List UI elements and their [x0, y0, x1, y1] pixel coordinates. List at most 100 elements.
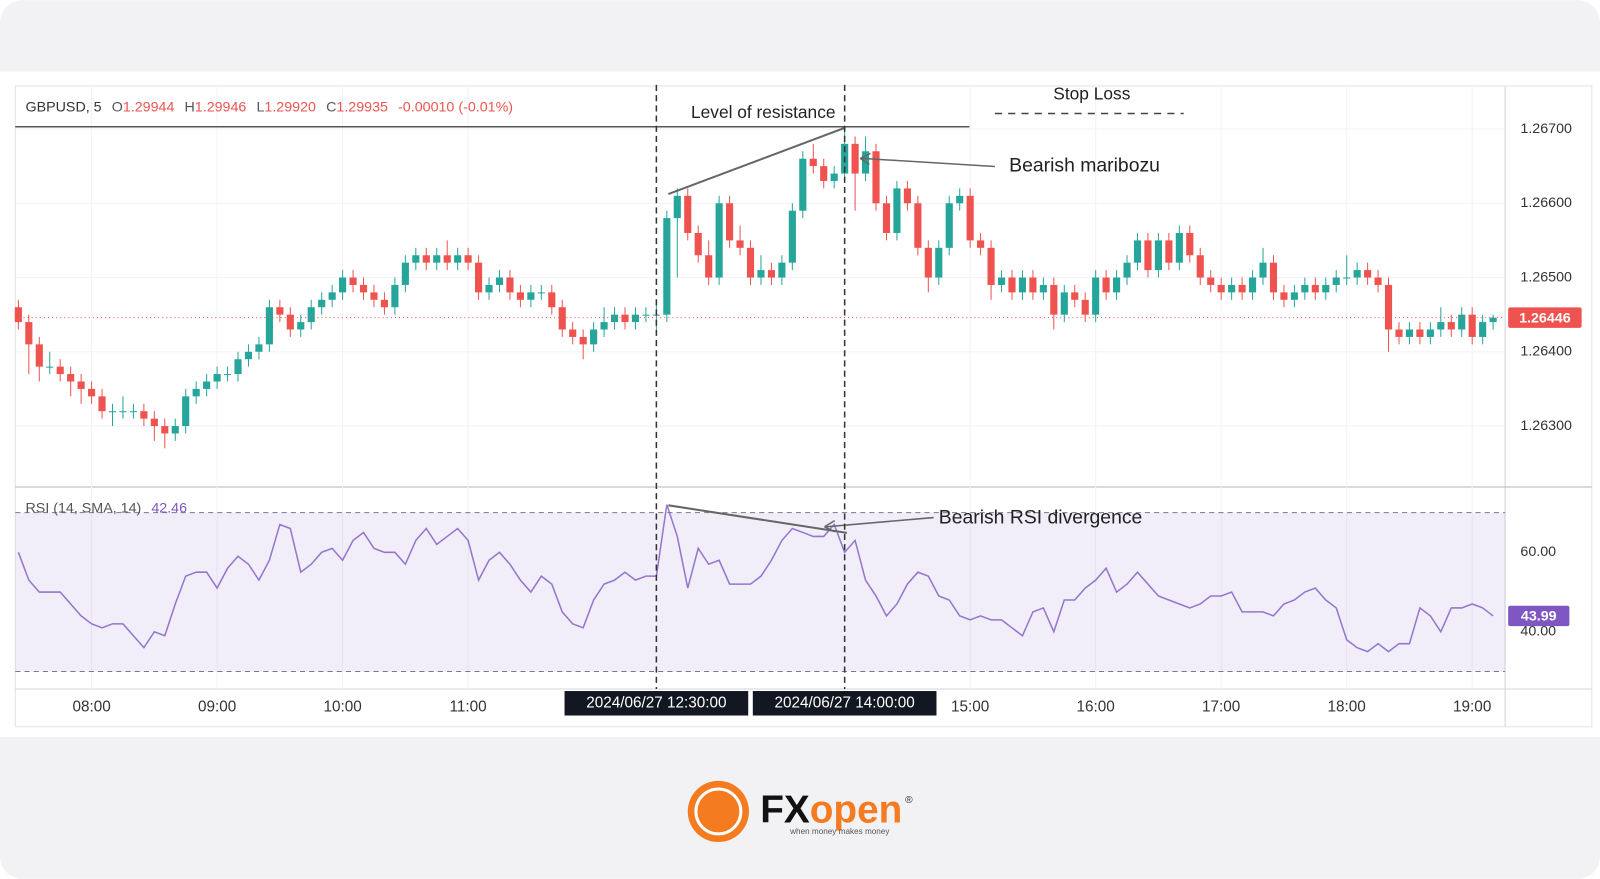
- x-tick-label: 10:00: [323, 698, 361, 715]
- candle-body: [600, 322, 608, 330]
- candle-body: [464, 255, 472, 263]
- candle-body: [108, 411, 117, 413]
- candle-body: [318, 299, 326, 308]
- candle-body: [1458, 314, 1466, 330]
- candle-body: [433, 255, 441, 263]
- pattern-label: Bearish maribozu: [1009, 155, 1160, 177]
- candle-body: [1081, 299, 1089, 315]
- candle-body: [705, 255, 713, 278]
- ohlc-value: 1.29946: [195, 99, 247, 115]
- crosshair-time-box: [752, 691, 937, 716]
- candle-body: [265, 307, 273, 345]
- crosshair-time-label: 2024/06/27 12:30:00: [586, 694, 726, 711]
- candle-body: [35, 344, 43, 367]
- rsi-divergence-arrowhead: [824, 519, 836, 533]
- candle-body: [956, 195, 964, 204]
- candle-body: [244, 351, 253, 360]
- ohlc-key: L: [256, 99, 264, 115]
- x-tick-label: 15:00: [951, 698, 989, 715]
- candle-body: [851, 143, 859, 174]
- candle-body: [590, 329, 598, 345]
- candle-body: [1311, 284, 1319, 293]
- crosshair-time-box: [564, 691, 749, 716]
- candle-body: [1374, 277, 1382, 285]
- candle-body: [1029, 277, 1037, 293]
- candle-body: [1343, 277, 1351, 279]
- candle-body: [1395, 329, 1403, 337]
- candle-body: [694, 232, 702, 256]
- candle-body: [129, 411, 137, 413]
- candle-body: [757, 270, 765, 278]
- candle-body: [14, 307, 22, 323]
- candle-body: [663, 218, 671, 315]
- candle-body: [1217, 284, 1225, 293]
- candle-body: [150, 418, 158, 427]
- candle-body: [1280, 292, 1288, 300]
- candle-body: [1123, 262, 1131, 278]
- candle-body: [1238, 284, 1246, 293]
- candle-body: [924, 247, 932, 278]
- y-tick-label: 1.26300: [1520, 418, 1572, 434]
- candle-body: [1071, 292, 1079, 300]
- candle-body: [558, 307, 566, 330]
- candle-body: [119, 411, 127, 413]
- symbol: GBPUSD, 5: [26, 99, 102, 115]
- candle-body: [1175, 232, 1183, 263]
- candle-body: [276, 307, 284, 315]
- candle-body: [642, 314, 650, 316]
- candle-body: [1133, 240, 1142, 263]
- ohlc-legend: GBPUSD, 5 O1.29944 H1.29946 L1.29920 C1.…: [26, 99, 514, 115]
- candle-body: [422, 255, 430, 263]
- candle-body: [213, 374, 221, 382]
- ohlc-key: O: [112, 99, 123, 115]
- ohlc-value: 1.29944: [123, 99, 175, 115]
- candle-body: [234, 359, 242, 375]
- candle-body: [1248, 277, 1257, 293]
- stop-loss-label: Stop Loss: [1053, 84, 1130, 104]
- candle-body: [339, 277, 347, 293]
- pattern-arrowhead: [859, 152, 871, 166]
- candle-body: [746, 247, 755, 278]
- candle-body: [987, 247, 995, 285]
- candle-body: [548, 292, 556, 308]
- candle-body: [412, 255, 420, 263]
- candle-body: [1092, 277, 1100, 315]
- candle-body: [1269, 262, 1278, 293]
- rsi-band: [15, 512, 1506, 672]
- candle-body: [767, 270, 775, 278]
- candle-body: [1165, 240, 1173, 263]
- candle-body: [223, 374, 232, 376]
- candle-body: [579, 336, 587, 345]
- candle-body: [495, 277, 504, 285]
- candle-body: [443, 255, 451, 263]
- x-tick-label: 18:00: [1328, 698, 1366, 715]
- candle-body: [286, 314, 294, 330]
- y-tick-label: 60.00: [1520, 544, 1556, 560]
- candle-body: [736, 240, 744, 248]
- y-tick-label: 1.26500: [1520, 269, 1572, 285]
- candle-body: [77, 381, 85, 389]
- ohlc-key: H: [184, 99, 194, 115]
- candle-body: [673, 195, 681, 219]
- candle-body: [882, 203, 891, 233]
- logo-brand: FXopen: [760, 789, 902, 832]
- y-tick-label: 40.00: [1520, 624, 1556, 640]
- candle-body: [914, 203, 922, 248]
- candle-body: [203, 381, 211, 389]
- candle-body: [1364, 270, 1372, 278]
- change: -0.00010 (-0.01%): [398, 99, 513, 115]
- x-tick-label: 16:00: [1077, 698, 1115, 715]
- crosshair-time-label: 2024/06/27 14:00:00: [774, 694, 914, 711]
- candle-body: [945, 203, 953, 248]
- y-tick-label: 1.26700: [1520, 121, 1572, 137]
- candle-body: [715, 203, 723, 278]
- candle-body: [1353, 270, 1361, 278]
- candle-body: [935, 247, 943, 278]
- candle-body: [1384, 284, 1393, 330]
- x-tick-label: 08:00: [72, 698, 110, 715]
- candle-body: [140, 411, 148, 419]
- trend-line: [668, 126, 846, 196]
- candle-body: [799, 158, 807, 211]
- candle-body: [1060, 292, 1068, 315]
